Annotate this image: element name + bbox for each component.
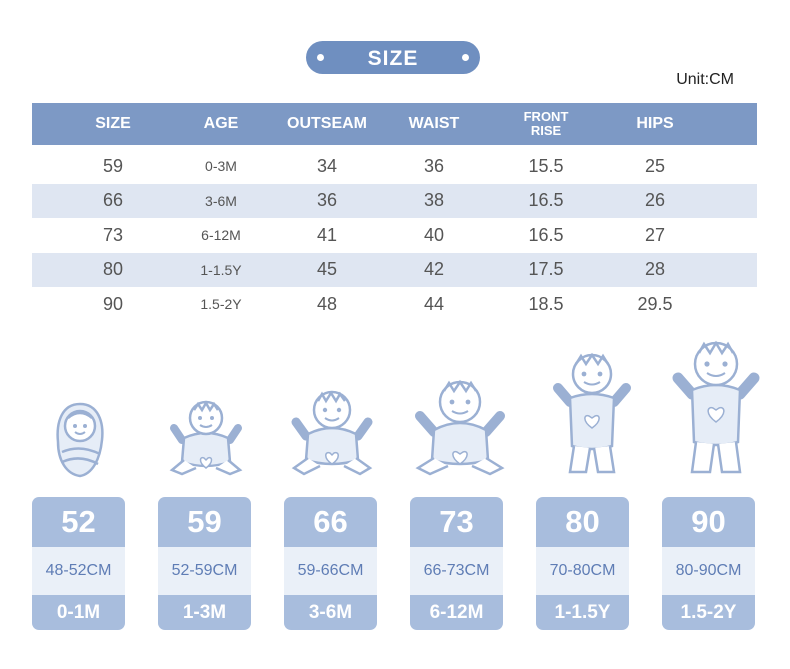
card-size: 59 xyxy=(158,497,251,547)
table-cell: 66 xyxy=(102,190,124,211)
dot-icon xyxy=(462,54,469,61)
card-age: 1-1.5Y xyxy=(536,595,629,630)
card-height: 66-73CM xyxy=(410,547,503,595)
swaddled-baby-icon xyxy=(56,402,104,478)
table-cell: 80 xyxy=(102,259,124,280)
table-cell: 42 xyxy=(423,259,445,280)
card-size: 90 xyxy=(662,497,755,547)
unit-label: Unit:CM xyxy=(676,71,734,88)
card-height: 48-52CM xyxy=(32,547,125,595)
table-cell: 25 xyxy=(644,155,666,176)
table-cell: 40 xyxy=(423,224,445,245)
column-header: OUTSEAM xyxy=(287,115,367,132)
size-card: 66 59-66CM 3-6M xyxy=(284,497,377,630)
table-cell: 16.5 xyxy=(528,190,564,211)
card-size: 52 xyxy=(32,497,125,547)
table-row: 59 0-3M 34 36 15.5 25 xyxy=(32,149,757,184)
column-header: WAIST xyxy=(408,115,460,132)
sitting-baby-icon xyxy=(169,400,243,476)
table-cell: 1.5-2Y xyxy=(200,296,242,313)
table-cell: 90 xyxy=(102,293,124,314)
table-cell: 16.5 xyxy=(528,224,564,245)
size-title-pill: SIZE xyxy=(306,41,480,74)
table-cell: 6-12M xyxy=(201,227,241,244)
card-size: 66 xyxy=(284,497,377,547)
table-cell: 0-3M xyxy=(205,158,237,175)
table-header: SIZE AGE OUTSEAM WAIST FRONT RISE HIPS xyxy=(32,103,757,145)
page-title: SIZE xyxy=(367,47,419,70)
table-cell: 38 xyxy=(423,190,445,211)
card-size: 80 xyxy=(536,497,629,547)
table-cell: 41 xyxy=(316,224,338,245)
table-cell: 28 xyxy=(644,259,666,280)
card-age: 6-12M xyxy=(410,595,503,630)
table-row: 90 1.5-2Y 48 44 18.5 29.5 xyxy=(32,287,757,322)
standing-baby-icon xyxy=(553,352,631,474)
column-header: AGE xyxy=(203,115,239,132)
table-cell: 34 xyxy=(316,155,338,176)
table-cell: 36 xyxy=(423,155,445,176)
card-height: 59-66CM xyxy=(284,547,377,595)
table-cell: 1-1.5Y xyxy=(200,261,242,278)
table-cell: 48 xyxy=(316,293,338,314)
size-card: 73 66-73CM 6-12M xyxy=(410,497,503,630)
sitting-baby-icon xyxy=(415,379,505,476)
table-cell: 73 xyxy=(102,224,124,245)
card-height: 80-90CM xyxy=(662,547,755,595)
column-header: SIZE xyxy=(95,115,131,132)
size-chart-table: SIZE AGE OUTSEAM WAIST FRONT RISE HIPS 5… xyxy=(32,103,757,322)
table-row: 80 1-1.5Y 45 42 17.5 28 xyxy=(32,252,757,287)
size-card: 80 70-80CM 1-1.5Y xyxy=(536,497,629,630)
card-size: 73 xyxy=(410,497,503,547)
card-height: 70-80CM xyxy=(536,547,629,595)
table-cell: 18.5 xyxy=(528,293,564,314)
card-age: 0-1M xyxy=(32,595,125,630)
table-cell: 15.5 xyxy=(528,155,564,176)
table-cell: 26 xyxy=(644,190,666,211)
table-cell: 59 xyxy=(102,155,124,176)
table-row: 66 3-6M 36 38 16.5 26 xyxy=(32,183,757,218)
table-cell: 27 xyxy=(644,224,666,245)
table-row: 73 6-12M 41 40 16.5 27 xyxy=(32,218,757,253)
table-cell: 45 xyxy=(316,259,338,280)
dot-icon xyxy=(317,54,324,61)
card-age: 1.5-2Y xyxy=(662,595,755,630)
table-cell: 29.5 xyxy=(637,293,673,314)
size-card: 90 80-90CM 1.5-2Y xyxy=(662,497,755,630)
card-age: 3-6M xyxy=(284,595,377,630)
size-card: 52 48-52CM 0-1M xyxy=(32,497,125,630)
size-card: 59 52-59CM 1-3M xyxy=(158,497,251,630)
column-header: FRONT RISE xyxy=(523,109,569,138)
table-cell: 3-6M xyxy=(205,192,237,209)
sitting-baby-icon xyxy=(291,390,373,476)
card-age: 1-3M xyxy=(158,595,251,630)
table-cell: 17.5 xyxy=(528,259,564,280)
column-header: HIPS xyxy=(636,115,674,132)
card-height: 52-59CM xyxy=(158,547,251,595)
table-cell: 36 xyxy=(316,190,338,211)
standing-baby-icon xyxy=(672,340,760,474)
table-cell: 44 xyxy=(423,293,445,314)
